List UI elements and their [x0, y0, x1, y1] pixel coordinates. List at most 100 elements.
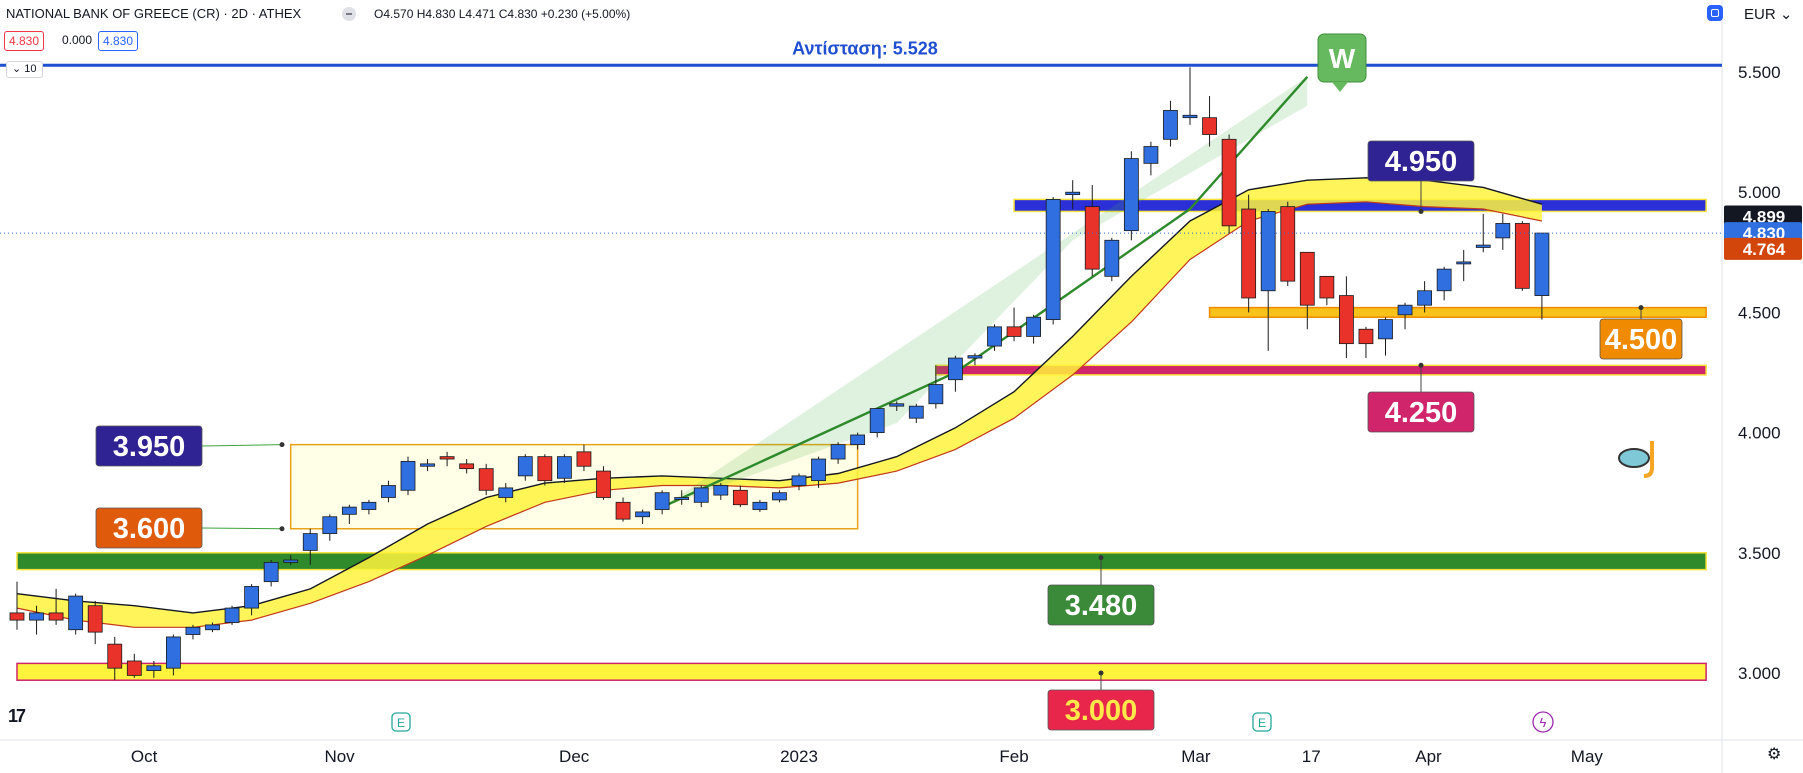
- candle-body: [674, 497, 690, 500]
- volume-toggle[interactable]: ⌄ 10: [6, 61, 43, 78]
- candle: [967, 353, 983, 366]
- candle: [987, 324, 1002, 351]
- ask-price[interactable]: 4.830: [98, 31, 139, 51]
- candle: [928, 365, 944, 409]
- candle: [1339, 276, 1354, 359]
- anchor-dot: [1098, 555, 1104, 561]
- candle-body: [1358, 328, 1374, 345]
- candle-body: [165, 636, 181, 669]
- x-tick-label: May: [1571, 747, 1604, 766]
- candle-body: [1514, 223, 1530, 289]
- y-tick-label: 3.500: [1738, 544, 1781, 563]
- candle-body: [1495, 223, 1511, 239]
- candle: [772, 490, 787, 503]
- candle: [1280, 201, 1296, 286]
- candle-body: [126, 660, 142, 676]
- price-label-text: 3.000: [1065, 695, 1138, 727]
- currency-label: EUR: [1744, 6, 1776, 23]
- candle-body: [517, 456, 533, 477]
- candle-body: [244, 586, 260, 609]
- candle: [224, 605, 240, 625]
- candle-body: [713, 485, 729, 496]
- candle: [811, 456, 826, 488]
- candle: [1260, 209, 1276, 351]
- candle-body: [322, 516, 338, 534]
- bid-price[interactable]: 4.830: [4, 31, 45, 51]
- price-label-text: 4.950: [1385, 146, 1458, 178]
- gear-icon[interactable]: ⚙: [1767, 746, 1782, 763]
- candle: [1084, 184, 1100, 277]
- candle: [752, 499, 768, 512]
- candle-body: [654, 492, 670, 510]
- price-label-text: 4.500: [1605, 324, 1678, 356]
- candle: [126, 653, 142, 678]
- candle-body: [772, 492, 787, 501]
- candle: [1436, 266, 1452, 301]
- candle-body: [205, 624, 220, 631]
- candle: [693, 485, 709, 508]
- candle-body: [224, 607, 240, 623]
- candle-body: [48, 612, 64, 621]
- candle-body: [1182, 114, 1198, 119]
- candle-body: [693, 487, 709, 503]
- lightning-glyph: ϟ: [1540, 715, 1547, 730]
- candle-body: [948, 357, 963, 381]
- candle-body: [557, 456, 572, 479]
- candle: [439, 451, 455, 467]
- hide-ohlc-icon[interactable]: [342, 7, 356, 21]
- candle-body: [1163, 110, 1178, 140]
- earnings-e-glyph: E: [397, 716, 405, 730]
- orange-zone-4500: [1208, 306, 1707, 318]
- axis-price-tag-label: 4.764: [1743, 240, 1786, 259]
- candle-body: [361, 501, 377, 510]
- chevron-down-icon: ⌄: [1779, 6, 1793, 23]
- price-label-text: 3.480: [1065, 590, 1138, 622]
- y-tick-label: 5.500: [1738, 63, 1781, 82]
- candle-body: [1241, 208, 1257, 299]
- candle-body: [1299, 251, 1315, 306]
- axis-price-tag: [1724, 205, 1802, 228]
- candle: [1495, 213, 1511, 250]
- candle-body: [615, 501, 631, 520]
- candle-body: [732, 489, 748, 506]
- candle: [869, 408, 885, 438]
- candle-body: [146, 665, 162, 671]
- candle-body: [908, 405, 924, 419]
- candle-body: [9, 612, 25, 621]
- candle-body: [498, 487, 514, 498]
- candle: [244, 584, 260, 616]
- candle-body: [1319, 275, 1335, 299]
- candle: [1534, 232, 1550, 320]
- candle: [1143, 141, 1159, 176]
- candle: [322, 514, 338, 541]
- anchor-dot: [279, 442, 285, 448]
- candle-body: [1104, 239, 1120, 277]
- candle: [674, 490, 690, 505]
- green-zone: [16, 552, 1707, 571]
- candle: [1475, 213, 1491, 253]
- candle: [908, 403, 924, 423]
- candle: [87, 600, 103, 645]
- candle-body: [537, 456, 553, 482]
- compare-icon[interactable]: [1707, 5, 1723, 21]
- candle-body: [1378, 319, 1393, 340]
- candle: [498, 483, 514, 503]
- candle: [1241, 194, 1257, 313]
- tradingview-logo-icon[interactable]: 17: [8, 706, 26, 726]
- candle-body: [341, 506, 357, 515]
- price-label-3950: [95, 425, 203, 467]
- price-label-4250: [1367, 391, 1475, 433]
- candle-body: [1045, 199, 1061, 321]
- candle-body: [1534, 232, 1550, 296]
- candle-body: [967, 355, 983, 359]
- x-tick-label: 2023: [780, 747, 818, 766]
- symbol-title[interactable]: NATIONAL BANK OF GREECE (CR) · 2D · ATHE…: [6, 6, 302, 21]
- x-tick-label: Nov: [324, 747, 355, 766]
- candle-body: [1221, 138, 1237, 227]
- currency-select[interactable]: EUR ⌄: [1744, 5, 1792, 23]
- candle-body: [752, 501, 768, 510]
- candle-body: [830, 444, 846, 460]
- trend-channel: [662, 76, 1308, 508]
- candle: [107, 636, 123, 681]
